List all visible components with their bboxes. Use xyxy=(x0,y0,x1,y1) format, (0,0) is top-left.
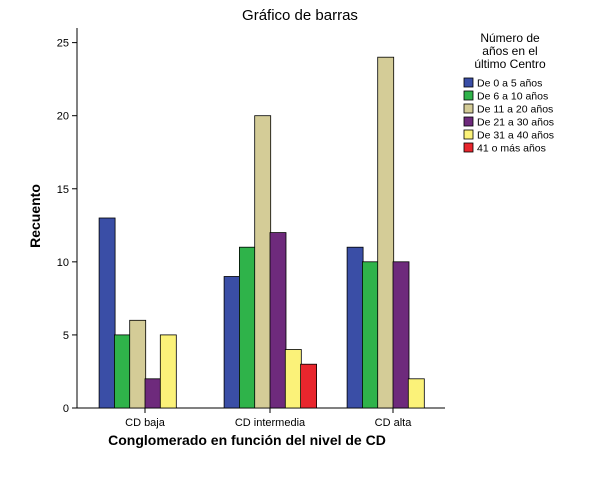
bar xyxy=(392,261,410,409)
x-tick-label: CD baja xyxy=(125,417,166,429)
legend-label: De 6 a 10 años xyxy=(477,91,548,103)
x-axis: CD baja CD intermedia CD alta xyxy=(77,407,445,429)
x-tick-label: CD intermedia xyxy=(235,417,306,429)
bar xyxy=(114,334,131,409)
bar xyxy=(284,349,302,409)
chart-title: Gráfico de barras xyxy=(242,7,358,24)
legend-swatch xyxy=(463,116,474,127)
bar xyxy=(238,246,256,409)
bar xyxy=(407,378,425,409)
legend-label: De 21 a 30 años xyxy=(477,117,554,129)
bar xyxy=(346,246,364,409)
bar xyxy=(377,56,395,409)
legend-swatch xyxy=(463,77,474,88)
y-tick-label: 20 xyxy=(57,111,69,123)
bar xyxy=(254,115,272,409)
legend-swatch xyxy=(463,129,474,140)
bar xyxy=(144,378,162,409)
legend-title-line-2: años en el xyxy=(482,44,537,58)
bar xyxy=(98,217,116,409)
legend-swatch xyxy=(463,103,474,114)
bar xyxy=(223,276,241,409)
y-tick-label: 15 xyxy=(57,184,69,196)
bar xyxy=(300,363,318,409)
bar xyxy=(129,319,147,409)
legend: Número de años en el último Centro De 0 … xyxy=(463,31,554,155)
bar xyxy=(361,261,379,409)
bar xyxy=(159,334,177,409)
legend-swatch xyxy=(463,142,474,153)
bar xyxy=(269,232,287,409)
y-tick-label: 10 xyxy=(57,257,69,269)
x-tick-label: CD alta xyxy=(375,417,413,429)
legend-label: De 11 a 20 años xyxy=(477,104,553,116)
y-tick-label: 0 xyxy=(63,403,69,415)
legend-label: De 31 a 40 años xyxy=(477,130,554,142)
legend-swatch xyxy=(463,90,474,101)
bar-group xyxy=(98,56,425,409)
legend-title-line-3: último Centro xyxy=(474,57,546,71)
legend-label: 41 o más años xyxy=(477,143,546,155)
x-axis-title: Conglomerado en función del nivel de CD xyxy=(108,432,386,448)
y-tick-label: 25 xyxy=(57,38,69,50)
y-axis: 0 5 10 15 20 25 xyxy=(57,28,78,415)
y-axis-title: Recuento xyxy=(27,184,43,248)
legend-label: De 0 a 5 años xyxy=(477,78,542,90)
legend-title-line-1: Número de xyxy=(480,31,540,45)
y-tick-label: 5 xyxy=(63,330,69,342)
